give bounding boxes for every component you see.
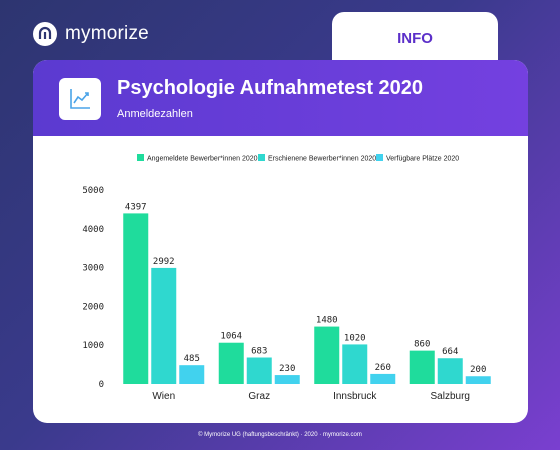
bar-value-label: 860	[414, 340, 430, 350]
page-title: Psychologie Aufnahmetest 2020	[117, 77, 424, 99]
legend-label: Erschienene Bewerber*innen 2020	[268, 156, 376, 163]
bar-value-label: 664	[442, 347, 458, 357]
card-header: Psychologie Aufnahmetest 2020 Anmeldezah…	[33, 60, 528, 136]
mymorize-logo-icon	[33, 22, 57, 46]
bar-value-label: 1064	[220, 332, 242, 342]
y-tick-label: 3000	[82, 264, 104, 274]
bar	[218, 342, 244, 384]
bar	[342, 344, 368, 384]
tab-info-label: INFO	[397, 30, 433, 47]
y-tick-label: 0	[99, 380, 104, 390]
bar	[151, 267, 177, 384]
brand-name: mymorize	[65, 23, 149, 44]
bar	[314, 326, 340, 384]
bar	[409, 350, 435, 384]
bar-value-label: 485	[184, 354, 200, 364]
x-category-label: Salzburg	[431, 391, 470, 402]
y-tick-label: 1000	[82, 341, 104, 351]
footer-copyright: © Mymorize UG (haftungsbeschränkt) · 202…	[198, 432, 362, 438]
bar-value-label: 260	[375, 363, 391, 373]
bar-value-label: 200	[470, 365, 486, 375]
x-category-label: Innsbruck	[333, 391, 377, 402]
bar	[246, 357, 272, 384]
y-tick-label: 2000	[82, 302, 104, 312]
bar	[179, 365, 205, 384]
bar	[370, 373, 396, 384]
bar	[274, 375, 300, 384]
bar-value-label: 1480	[316, 316, 338, 326]
legend-swatch	[376, 154, 383, 161]
chart-card: Psychologie Aufnahmetest 2020 Anmeldezah…	[33, 60, 528, 423]
x-category-label: Wien	[152, 391, 175, 402]
x-category-label: Graz	[248, 391, 270, 402]
brand-logo: mymorize	[33, 22, 149, 46]
bar	[123, 213, 149, 384]
bar-value-label: 230	[279, 364, 295, 374]
y-tick-label: 5000	[82, 186, 104, 196]
bar	[437, 358, 463, 384]
legend-swatch	[258, 154, 265, 161]
legend-label: Verfügbare Plätze 2020	[386, 156, 459, 163]
line-chart-icon	[59, 78, 101, 120]
tab-info[interactable]: INFO	[332, 12, 498, 68]
bar-value-label: 4397	[125, 202, 147, 212]
bar-value-label: 1020	[344, 333, 366, 343]
y-tick-label: 4000	[82, 225, 104, 235]
page-subtitle: Anmeldezahlen	[117, 108, 193, 120]
legend-swatch	[137, 154, 144, 161]
bar-value-label: 683	[251, 346, 267, 356]
bar-value-label: 2992	[153, 257, 175, 267]
legend-label: Angemeldete Bewerber*innen 2020	[147, 156, 258, 163]
bar	[465, 376, 491, 384]
bar-chart: 0 1000 2000 3000 4000 5000 Angemeldete Bewerbe…	[82, 154, 491, 402]
